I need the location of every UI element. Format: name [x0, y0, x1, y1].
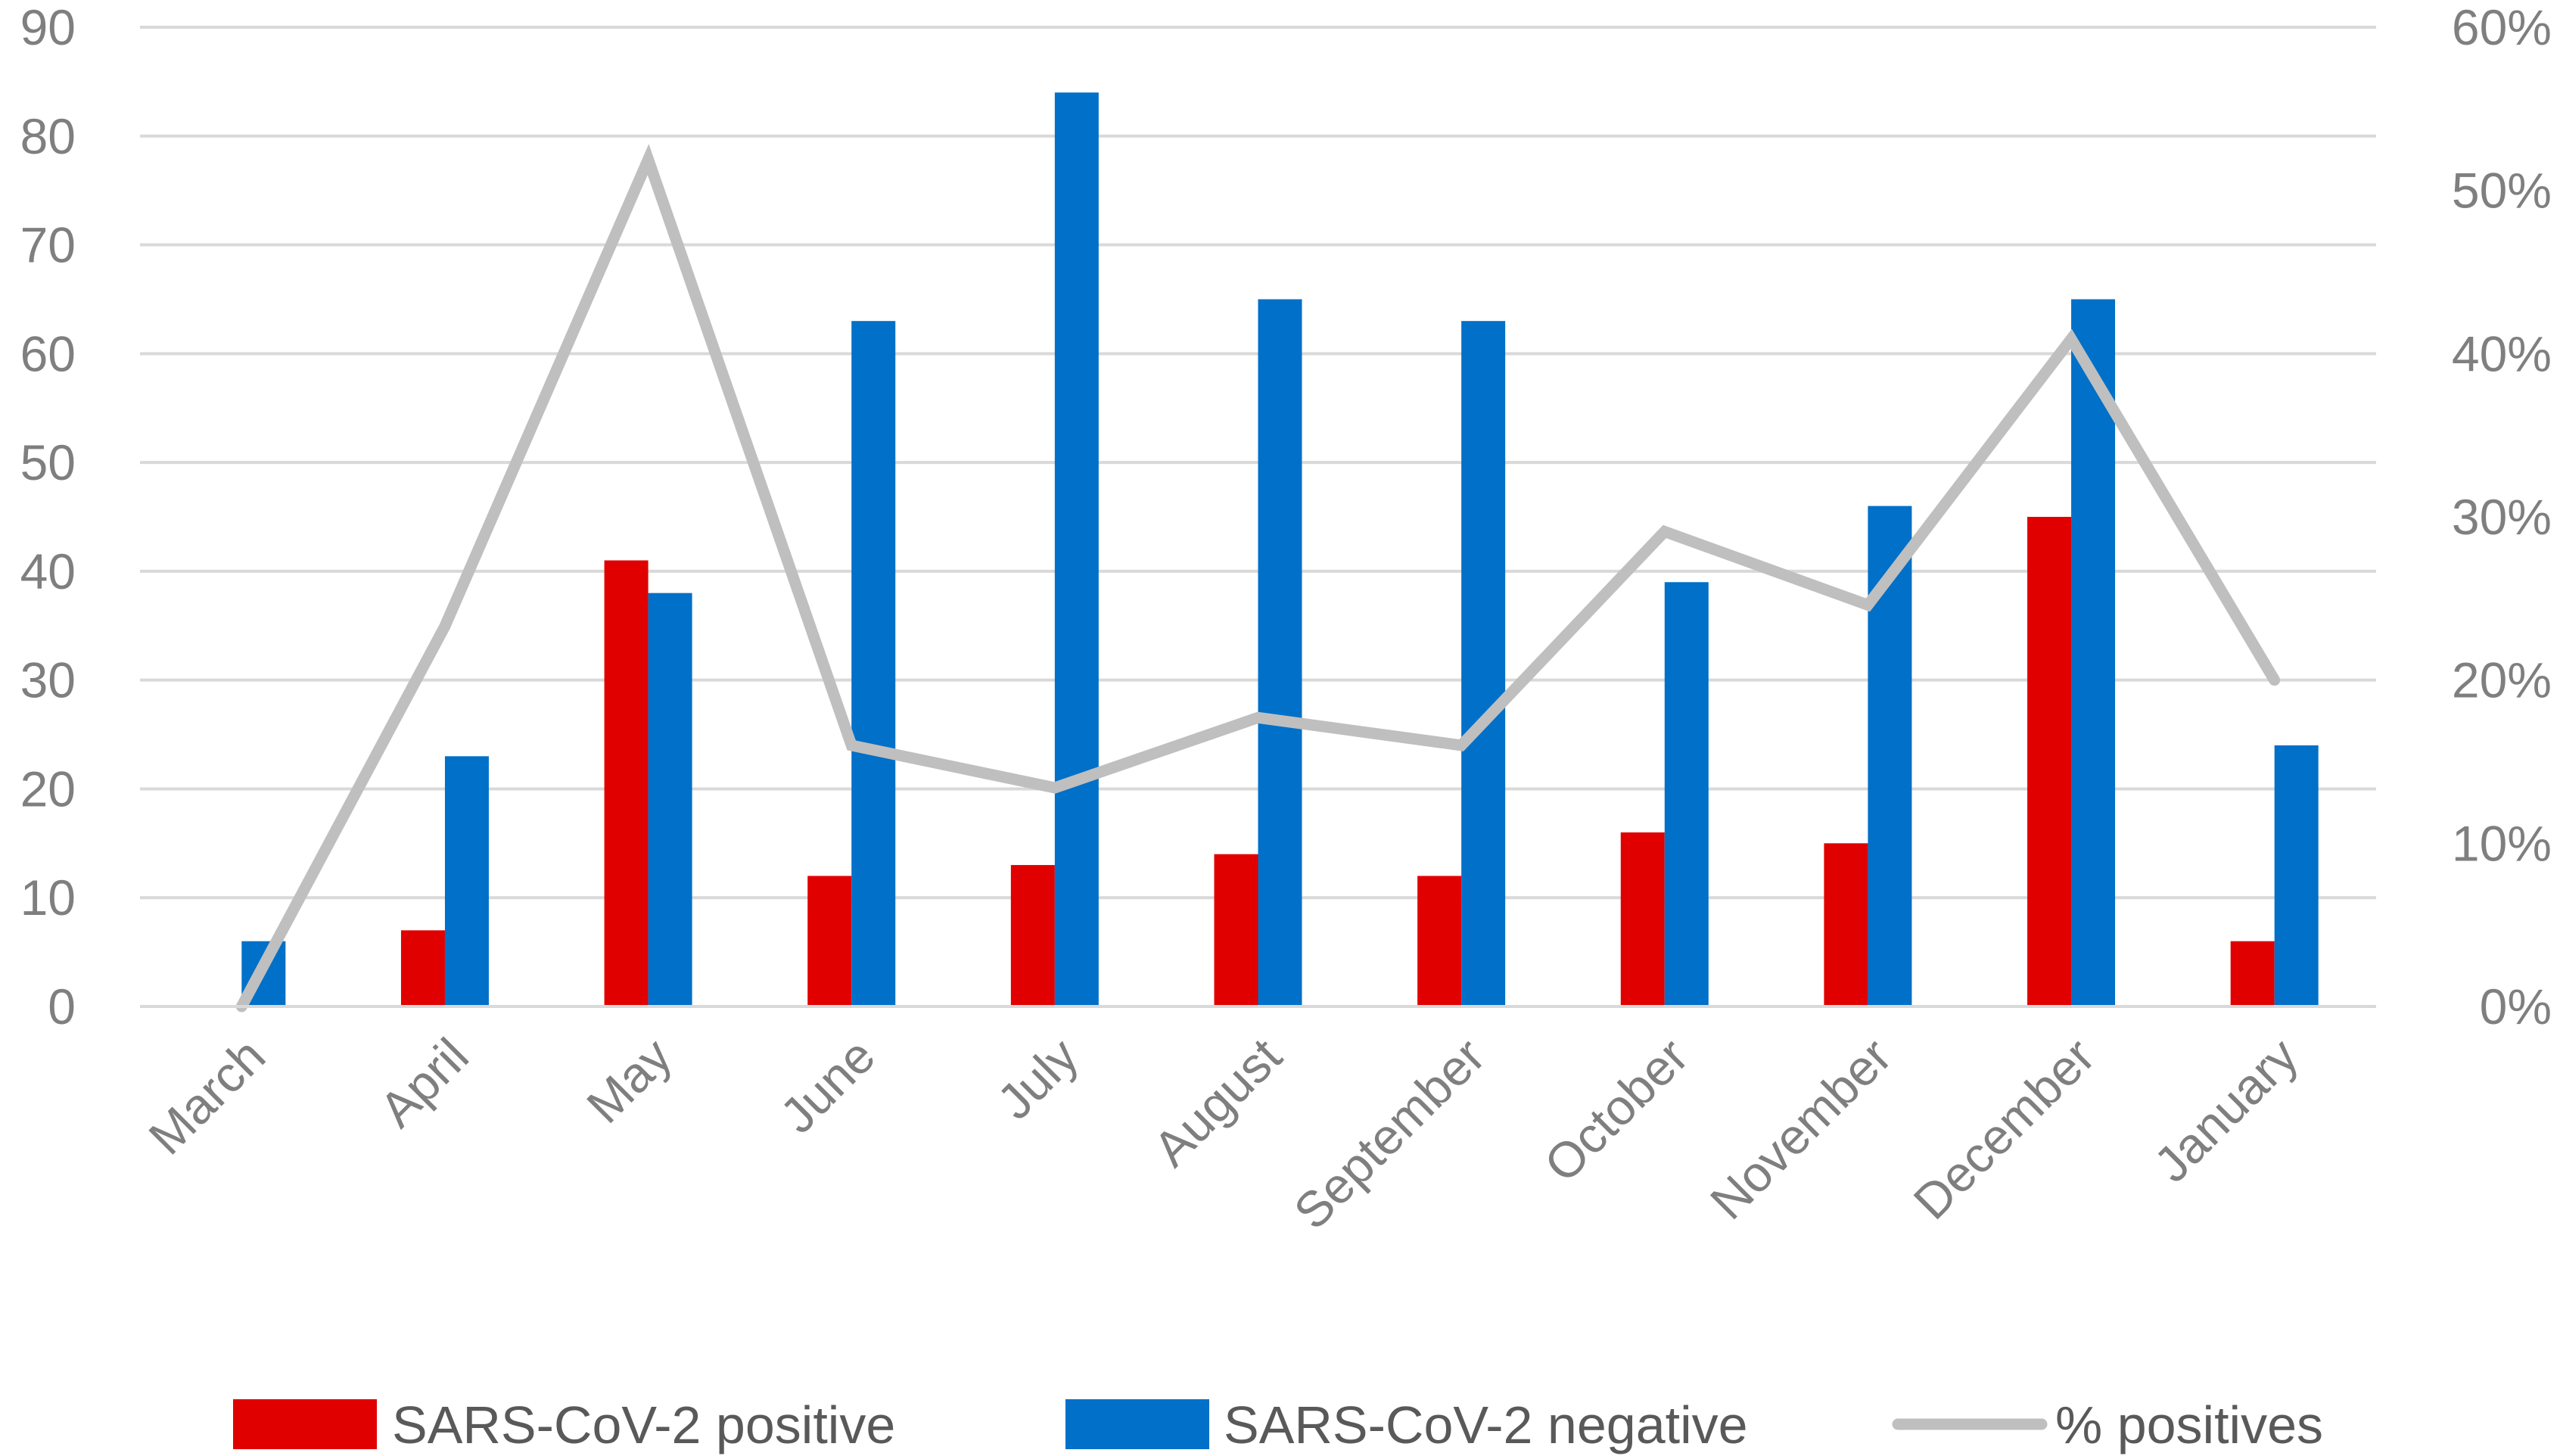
legend-swatch-positive — [233, 1399, 377, 1449]
y-right-tick-label: 0% — [2480, 978, 2552, 1034]
legend: SARS-CoV-2 positive SARS-CoV-2 negative % … — [233, 1395, 2323, 1454]
y-axis-left: 0 10 20 30 40 50 60 70 80 90 — [20, 0, 76, 1034]
bar-positive — [1417, 876, 1462, 1006]
x-category-label: August — [1143, 1028, 1292, 1178]
bar-negative — [1258, 299, 1302, 1006]
percent-point — [2272, 678, 2276, 682]
percent-point — [1866, 603, 1870, 607]
y-left-tick-label: 80 — [20, 108, 76, 164]
legend-swatch-negative — [1065, 1399, 1209, 1449]
x-category-label: October — [1533, 1028, 1698, 1193]
percent-point — [443, 624, 446, 628]
y-axis-right: 0% 10% 20% 30% 40% 50% 60% — [2452, 0, 2552, 1034]
bar-positive — [1824, 843, 1868, 1006]
bar-positive — [400, 930, 445, 1006]
bar-negative — [2274, 745, 2319, 1006]
bar-positive — [1214, 854, 1258, 1006]
y-right-tick-label: 50% — [2452, 163, 2552, 219]
bars — [241, 92, 2319, 1006]
bar-positive — [2027, 517, 2072, 1006]
legend-label: SARS-CoV-2 negative — [1224, 1395, 1748, 1454]
y-left-tick-label: 70 — [20, 217, 76, 273]
bar-positive — [604, 560, 649, 1006]
bar-negative — [1461, 321, 1506, 1006]
bar-positive — [1620, 832, 1665, 1006]
percent-point — [646, 157, 650, 161]
y-left-tick-label: 0 — [48, 978, 76, 1034]
y-left-tick-label: 30 — [20, 652, 76, 708]
y-left-tick-label: 10 — [20, 870, 76, 926]
percent-point — [2070, 337, 2073, 341]
y-left-tick-label: 90 — [20, 0, 76, 55]
x-category-label: December — [1902, 1028, 2105, 1230]
y-right-tick-label: 30% — [2452, 489, 2552, 545]
x-category-label: November — [1700, 1028, 1902, 1230]
x-category-label: September — [1283, 1028, 1495, 1240]
x-category-label: May — [576, 1028, 682, 1134]
bar-negative — [851, 321, 896, 1006]
bar-negative — [648, 593, 692, 1006]
percent-point — [1460, 743, 1464, 747]
y-left-tick-label: 40 — [20, 543, 76, 599]
percent-point — [1663, 530, 1666, 534]
bar-negative — [1664, 582, 1709, 1006]
y-left-tick-label: 60 — [20, 325, 76, 381]
y-right-tick-label: 60% — [2452, 0, 2552, 55]
x-category-label: March — [138, 1028, 275, 1165]
legend-label: SARS-CoV-2 positive — [392, 1395, 895, 1454]
x-category-label: June — [770, 1028, 886, 1144]
bar-positive — [807, 876, 852, 1006]
legend-label: % positives — [2055, 1395, 2323, 1454]
y-right-tick-label: 40% — [2452, 325, 2552, 381]
percent-point — [850, 743, 854, 747]
y-right-tick-label: 10% — [2452, 815, 2552, 871]
y-left-tick-label: 20 — [20, 761, 76, 817]
percent-point — [1256, 716, 1260, 720]
x-category-label: January — [2143, 1028, 2308, 1193]
bar-negative — [2071, 299, 2116, 1006]
percent-point — [1053, 786, 1056, 790]
bar-positive — [2230, 941, 2275, 1006]
x-category-label: July — [986, 1028, 1088, 1130]
bar-positive — [1010, 865, 1055, 1006]
y-right-tick-label: 20% — [2452, 652, 2552, 708]
bar-negative — [444, 756, 489, 1006]
y-left-tick-label: 50 — [20, 434, 76, 490]
bar-negative — [1054, 92, 1099, 1006]
x-category-label: April — [369, 1028, 479, 1138]
percent-line — [235, 144, 2281, 1013]
